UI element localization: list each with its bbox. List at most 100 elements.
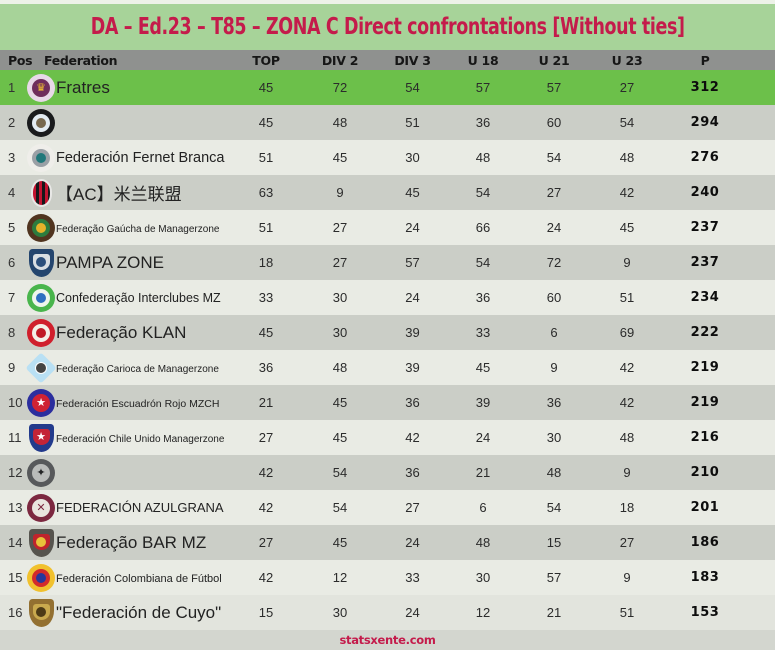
federation-row[interactable]: 15 Federación Colombiana de Fútbol 42 12 33 3… bbox=[0, 560, 775, 595]
stat-value-cell: 39 bbox=[405, 360, 420, 375]
federation-row[interactable]: 11 ★ Federación Chile Unido Managerzone 27 4… bbox=[0, 420, 775, 455]
bar-mz-shield-icon bbox=[28, 528, 54, 557]
points-cell: 312 bbox=[690, 80, 720, 95]
points-cell: 240 bbox=[690, 185, 720, 200]
position-cell: 11 bbox=[8, 430, 22, 445]
stat-value-cell: 27 bbox=[619, 80, 635, 95]
federation-crest-cell: ♛ bbox=[26, 73, 56, 102]
position-cell: 10 bbox=[8, 395, 23, 410]
stat-value-cell: 36 bbox=[546, 395, 562, 410]
column-header-div2: DIV 2 bbox=[321, 52, 359, 68]
stat-value-cell: 57 bbox=[405, 255, 420, 270]
federation-name-cell: PAMPA ZONE bbox=[56, 252, 165, 272]
stat-value-cell: 54 bbox=[475, 255, 491, 270]
stat-value-cell: 24 bbox=[405, 605, 420, 620]
federation-row[interactable]: 9 Federação Carioca de Managerzone 36 48 39 4… bbox=[0, 350, 775, 385]
stat-value-cell: 27 bbox=[332, 255, 348, 270]
stat-value-cell: 27 bbox=[258, 535, 274, 550]
stat-value-cell: 45 bbox=[332, 395, 348, 410]
stat-value-cell: 48 bbox=[475, 535, 491, 550]
azulgrana-ring-badge-icon: ✕ bbox=[27, 493, 55, 522]
stat-value-cell: 30 bbox=[405, 150, 420, 165]
federation-row[interactable]: 8 Federação KLAN 45 30 39 33 6 69 222 bbox=[0, 315, 775, 350]
stat-value-cell: 45 bbox=[332, 430, 348, 445]
stat-value-cell: 36 bbox=[405, 465, 420, 480]
federation-row[interactable]: 12 ✦ 42 54 36 21 48 9 210 bbox=[0, 455, 775, 490]
klan-red-lion-badge-icon bbox=[27, 318, 55, 347]
federation-row[interactable]: 14 Federação BAR MZ 27 45 24 48 15 27 186 bbox=[0, 525, 775, 560]
stat-value-cell: 48 bbox=[619, 150, 635, 165]
stat-value-cell: 9 bbox=[550, 360, 558, 375]
stat-value-cell: 6 bbox=[550, 325, 558, 340]
points-cell: 210 bbox=[690, 465, 720, 480]
position-cell: 12 bbox=[8, 465, 23, 480]
dark-starburst-crest-icon: ✦ bbox=[27, 458, 55, 487]
points-cell: 222 bbox=[690, 325, 720, 340]
federation-name-cell: Federación Colombiana de Fútbol bbox=[56, 572, 222, 585]
stat-value-cell: 9 bbox=[623, 465, 631, 480]
federation-name-cell: Federación Fernet Branca bbox=[56, 149, 225, 166]
stat-value-cell: 45 bbox=[475, 360, 491, 375]
federation-name-cell: Federação Carioca de Managerzone bbox=[56, 363, 219, 375]
points-cell: 153 bbox=[690, 605, 720, 620]
stat-value-cell: 18 bbox=[619, 500, 635, 515]
points-cell: 276 bbox=[690, 150, 720, 165]
position-cell: 14 bbox=[8, 535, 23, 550]
points-cell: 237 bbox=[690, 220, 720, 235]
stat-value-cell: 24 bbox=[405, 220, 420, 235]
points-cell: 219 bbox=[690, 395, 720, 410]
stat-value-cell: 36 bbox=[475, 115, 491, 130]
federation-crest-cell: ★ bbox=[26, 423, 56, 452]
federation-row[interactable]: 4 【AC】米兰联盟 63 9 45 54 27 42 240 bbox=[0, 175, 775, 210]
federation-row[interactable]: 5 Federação Gaúcha de Managerzone 51 27 24 66… bbox=[0, 210, 775, 245]
stat-value-cell: 30 bbox=[332, 325, 348, 340]
federation-row[interactable]: 1 ♛ Fratres 45 72 54 57 57 27 312 bbox=[0, 70, 775, 105]
stat-value-cell: 30 bbox=[475, 570, 491, 585]
stat-value-cell: 48 bbox=[332, 360, 348, 375]
statsxente-site-link[interactable]: statsxente.com bbox=[339, 633, 436, 647]
stat-value-cell: 45 bbox=[258, 115, 274, 130]
federation-crest-cell: ★ bbox=[26, 388, 56, 417]
stat-value-cell: 33 bbox=[475, 325, 491, 340]
stat-value-cell: 54 bbox=[332, 500, 348, 515]
position-cell: 7 bbox=[8, 290, 16, 305]
points-cell: 219 bbox=[690, 360, 720, 375]
stat-value-cell: 24 bbox=[405, 290, 420, 305]
stat-value-cell: 27 bbox=[405, 500, 420, 515]
federation-row[interactable]: 10 ★ Federación Escuadrón Rojo MZCH 21 45 36 3… bbox=[0, 385, 775, 420]
stat-value-cell: 24 bbox=[475, 430, 491, 445]
stat-value-cell: 33 bbox=[258, 290, 274, 305]
position-cell: 3 bbox=[8, 150, 16, 165]
stat-value-cell: 30 bbox=[332, 290, 348, 305]
milan-striped-oval-crest-icon bbox=[30, 178, 52, 207]
stat-value-cell: 27 bbox=[332, 220, 348, 235]
stat-value-cell: 57 bbox=[546, 80, 562, 95]
interclubes-globe-badge-icon bbox=[27, 283, 55, 312]
stat-value-cell: 54 bbox=[475, 185, 491, 200]
federation-row[interactable]: 2 45 48 51 36 60 54 294 bbox=[0, 105, 775, 140]
federation-name-cell: Federación Escuadrón Rojo MZCH bbox=[56, 397, 220, 410]
pampa-shield-icon bbox=[28, 248, 54, 277]
federation-crest-cell bbox=[26, 143, 56, 172]
federation-row[interactable]: 3 Federación Fernet Branca 51 45 30 48 54 48 276 bbox=[0, 140, 775, 175]
federation-row[interactable]: 16 "Federación de Cuyo" 15 30 24 12 21 51 153 bbox=[0, 595, 775, 630]
column-header-top: TOP bbox=[252, 52, 280, 68]
stat-value-cell: 45 bbox=[258, 80, 274, 95]
stat-value-cell: 15 bbox=[258, 605, 274, 620]
federation-row[interactable]: 6 PAMPA ZONE 18 27 57 54 72 9 237 bbox=[0, 245, 775, 280]
federation-name-cell bbox=[56, 114, 229, 132]
stat-value-cell: 45 bbox=[332, 535, 348, 550]
federation-row[interactable]: 13 ✕ FEDERACIÓN AZULGRANA 42 54 27 6 54 18 201 bbox=[0, 490, 775, 525]
footer-bar: statsxente.com bbox=[0, 630, 775, 650]
points-cell: 201 bbox=[690, 500, 720, 515]
stat-value-cell: 21 bbox=[546, 605, 562, 620]
stat-value-cell: 6 bbox=[479, 500, 487, 515]
stat-value-cell: 39 bbox=[405, 325, 420, 340]
column-header-u18: U 18 bbox=[467, 52, 499, 68]
federation-name-cell: Federação KLAN bbox=[56, 322, 187, 342]
federation-row[interactable]: 7 Confederação Interclubes MZ 33 30 24 36 60 51… bbox=[0, 280, 775, 315]
points-cell: 234 bbox=[690, 290, 720, 305]
stat-value-cell: 36 bbox=[475, 290, 491, 305]
federation-name-cell: Confederação Interclubes MZ bbox=[56, 290, 221, 305]
